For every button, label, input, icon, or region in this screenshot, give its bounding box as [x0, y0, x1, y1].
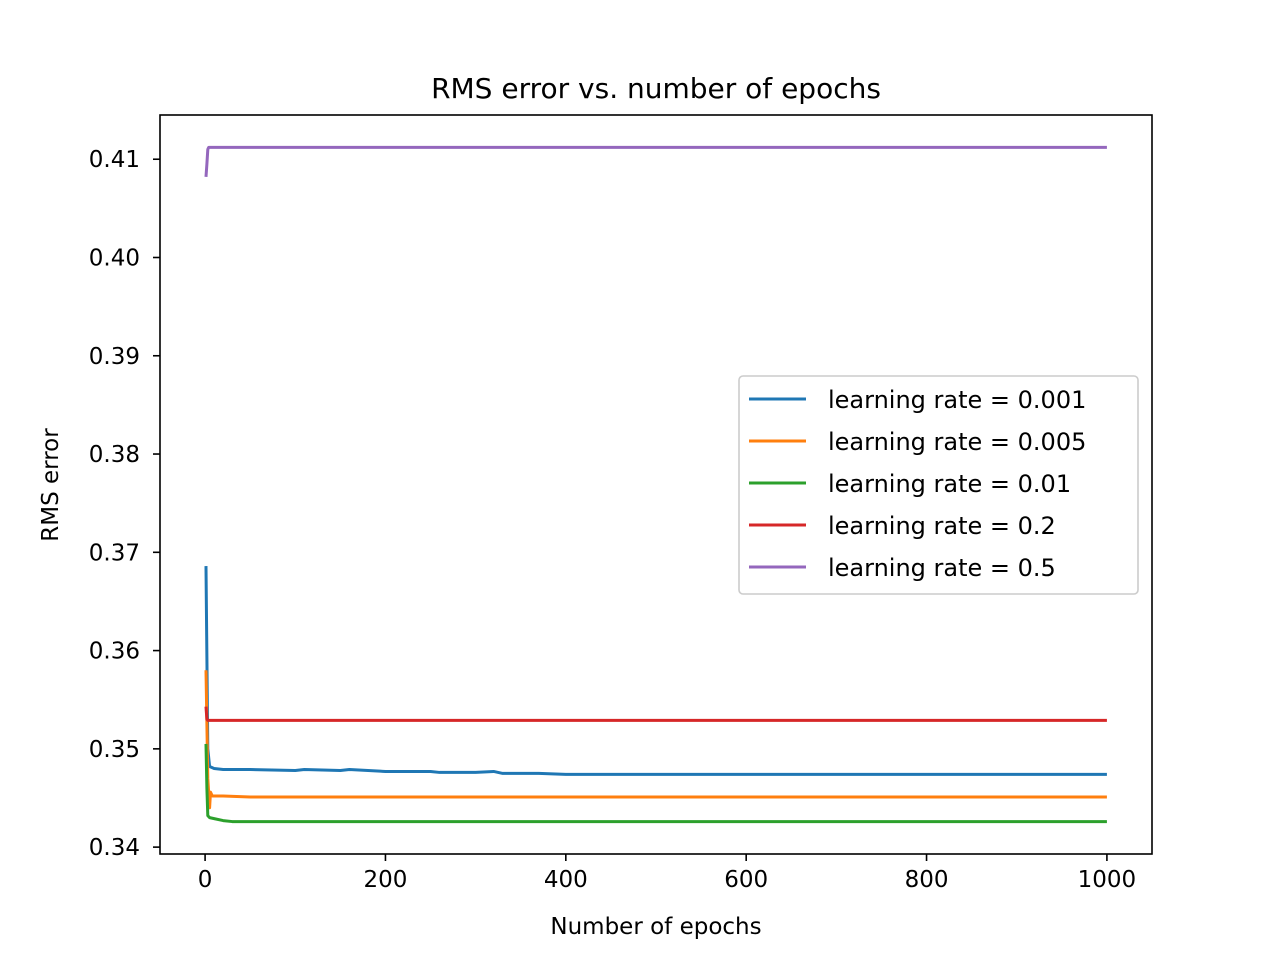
y-tick-label-1: 0.35 — [89, 737, 140, 763]
x-tick-label-0: 0 — [198, 867, 213, 893]
x-tick-label-5: 1000 — [1078, 867, 1137, 893]
y-tick-label-2: 0.36 — [89, 639, 140, 665]
x-tick-label-1: 200 — [364, 867, 408, 893]
y-tick-label-4: 0.38 — [89, 442, 140, 468]
x-tick-label-2: 400 — [544, 867, 588, 893]
y-axis: 0.34 0.35 0.36 0.37 0.38 0.39 0.40 0.41 — [89, 147, 160, 861]
y-axis-label: RMS error — [38, 428, 64, 542]
y-tick-label-6: 0.40 — [89, 245, 140, 271]
y-tick-label-5: 0.39 — [89, 344, 140, 370]
series-line-3 — [204, 706, 1107, 722]
series-line-2 — [204, 743, 1107, 824]
legend: learning rate = 0.001 learning rate = 0.0… — [738, 375, 1139, 595]
y-tick-label-7: 0.41 — [89, 147, 140, 173]
plot-frame — [159, 114, 1153, 855]
y-tick-label-0: 0.34 — [89, 835, 140, 861]
y-tick-label-3: 0.37 — [89, 540, 140, 566]
series-line-4 — [204, 145, 1107, 178]
legend-box — [738, 375, 1139, 595]
x-axis: 0 200 400 600 800 1000 — [198, 854, 1136, 893]
chart-title: RMS error vs. number of epochs — [431, 72, 881, 105]
x-tick-label-4: 800 — [905, 867, 949, 893]
legend-label-0: learning rate = 0.001 — [828, 386, 1086, 414]
series-line-1 — [204, 670, 1107, 810]
legend-label-1: learning rate = 0.005 — [828, 428, 1086, 456]
legend-label-2: learning rate = 0.01 — [828, 470, 1071, 498]
plot-series — [204, 145, 1107, 824]
series-line-0 — [204, 566, 1107, 776]
x-tick-label-3: 600 — [724, 867, 768, 893]
legend-label-4: learning rate = 0.5 — [828, 554, 1056, 582]
x-axis-label: Number of epochs — [550, 914, 761, 940]
legend-label-3: learning rate = 0.2 — [828, 512, 1056, 540]
